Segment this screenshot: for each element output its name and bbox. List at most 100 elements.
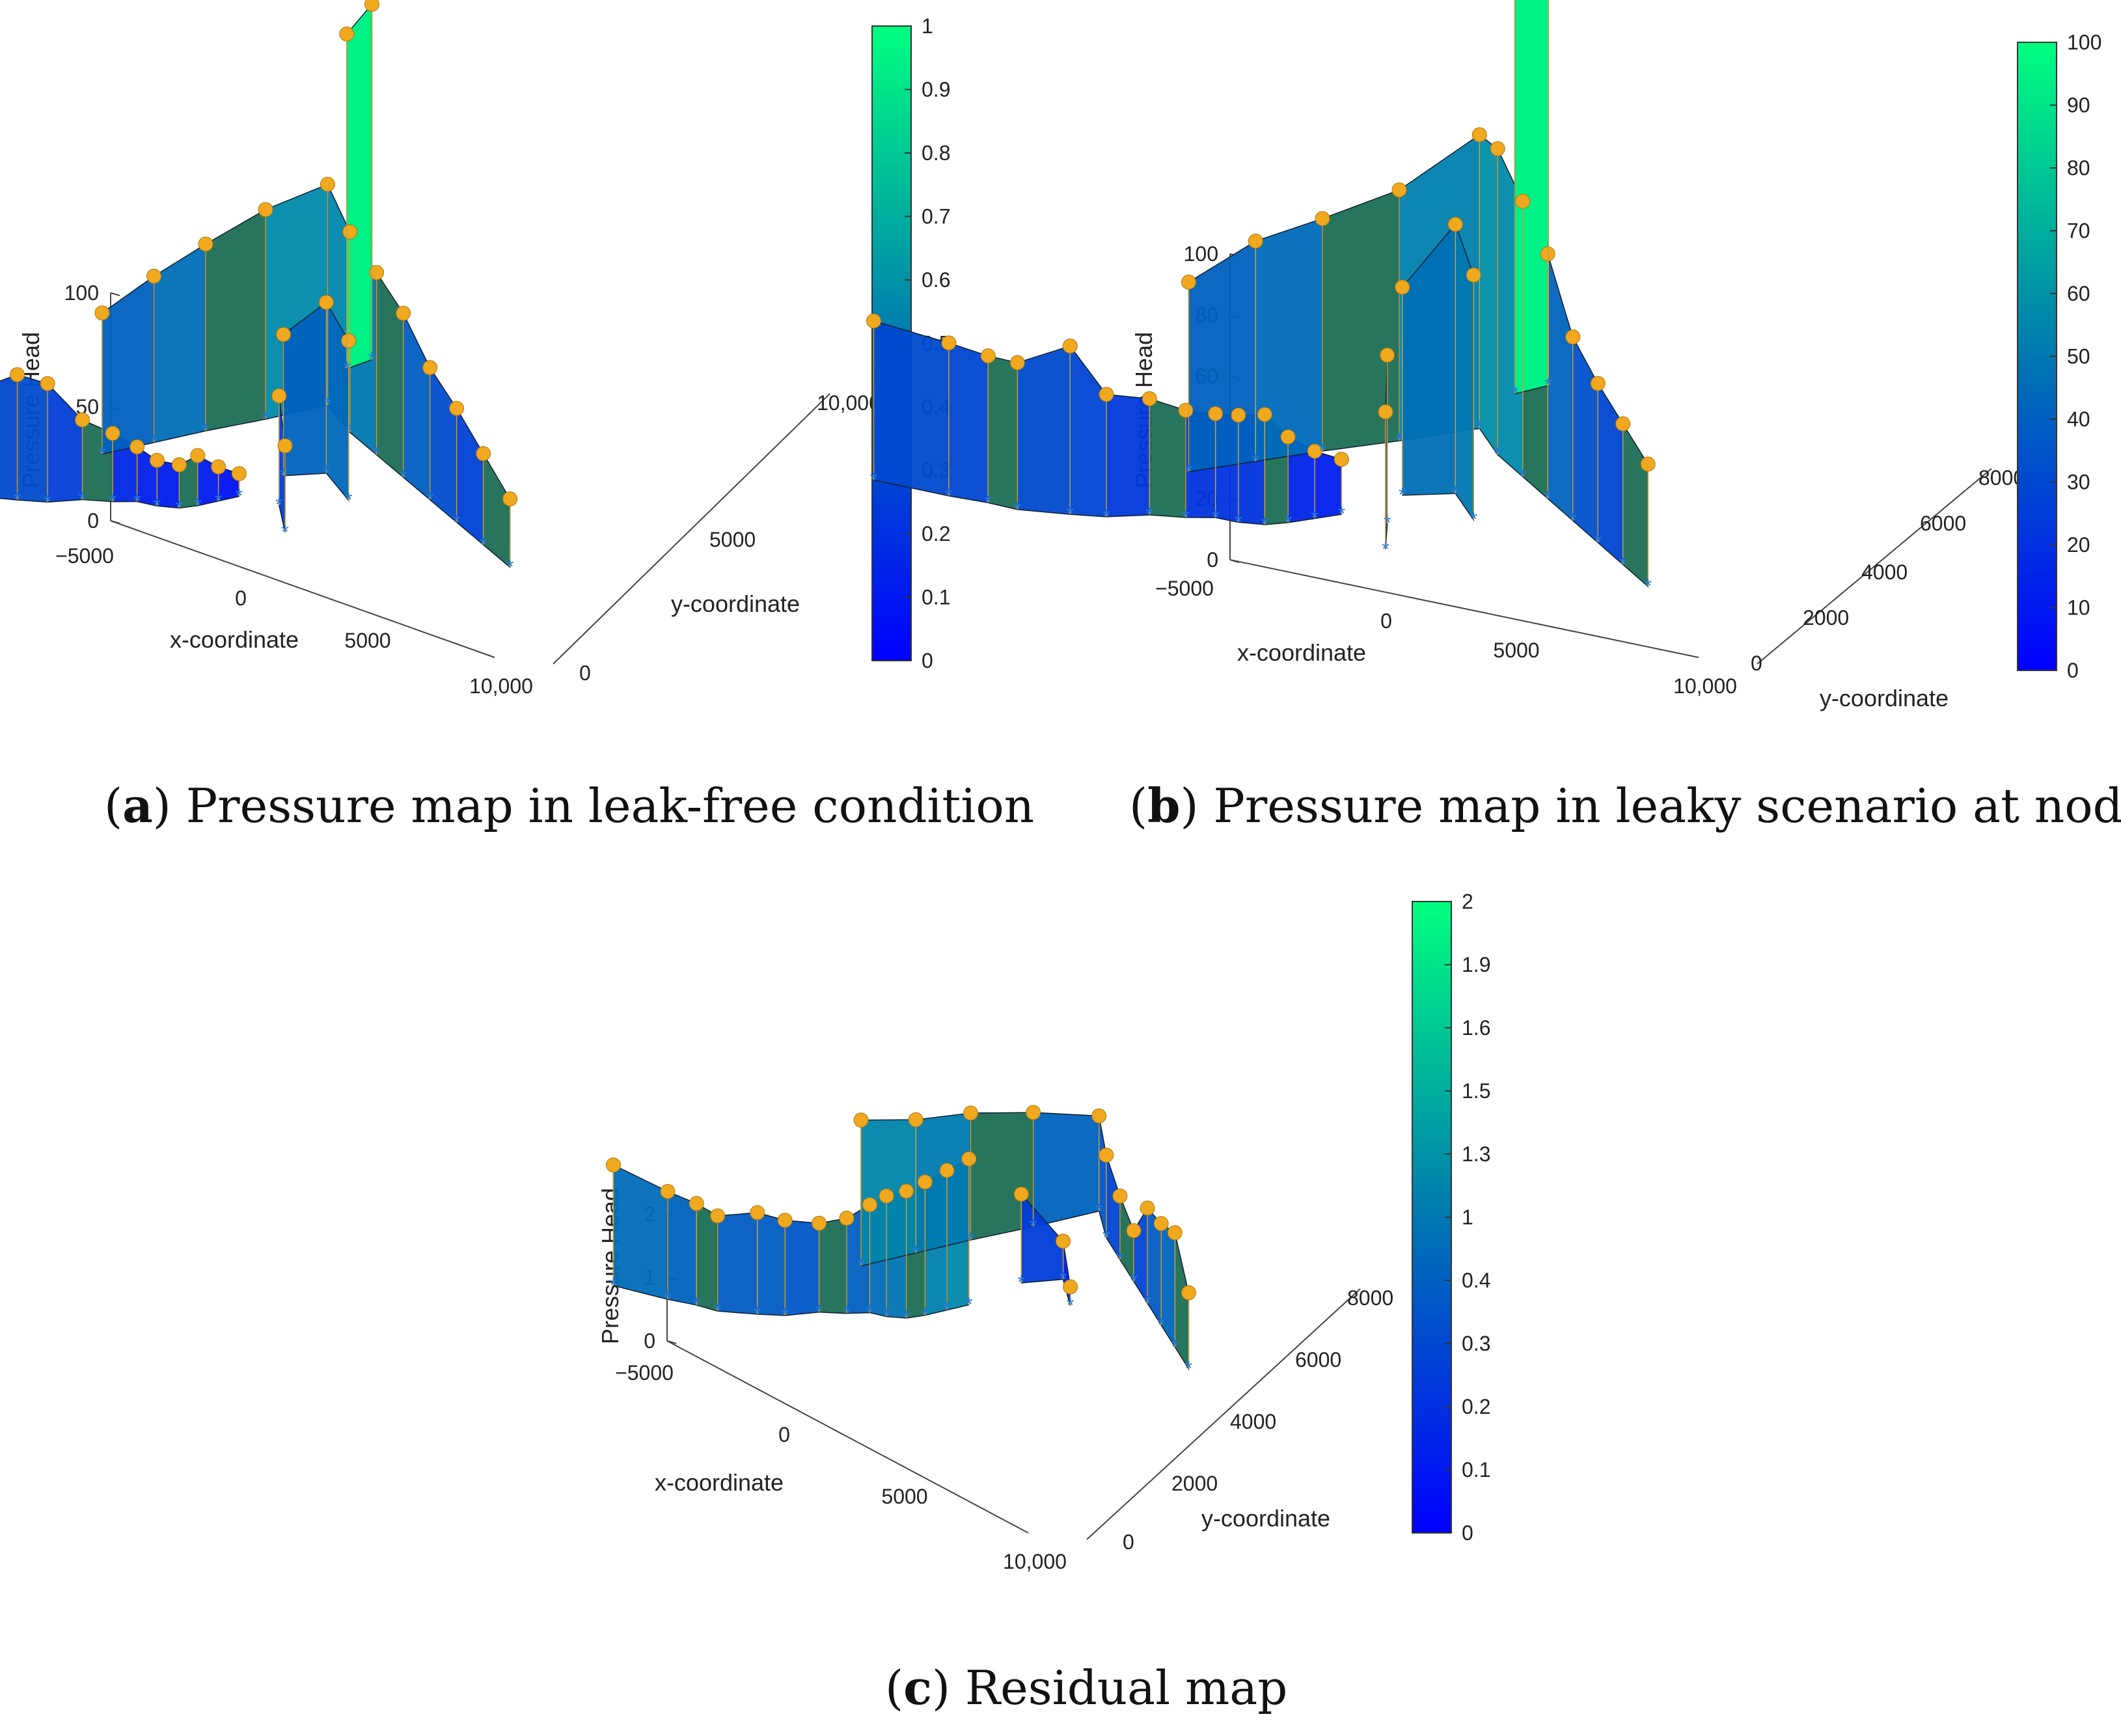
base-marker: * — [506, 556, 514, 577]
node-marker — [1062, 338, 1078, 354]
z-tick-label: 0 — [644, 1329, 655, 1353]
node-marker — [908, 1112, 924, 1127]
node-marker — [777, 1213, 793, 1228]
node-marker — [211, 459, 226, 475]
node-marker — [1280, 429, 1296, 445]
node-marker — [271, 388, 287, 404]
x-tick-label: 5000 — [344, 629, 390, 652]
node-marker — [1099, 387, 1114, 402]
base-marker: * — [1511, 383, 1519, 404]
colorbar-tick-label: 90 — [2067, 94, 2090, 117]
node-marker — [862, 1197, 877, 1213]
peak-wall — [346, 3, 373, 370]
z-tick-label: 100 — [64, 281, 99, 305]
base-marker: * — [1544, 374, 1552, 396]
base-marker: * — [1337, 503, 1345, 525]
base-marker: * — [215, 490, 223, 512]
surface-wall — [402, 312, 431, 501]
base-marker: * — [345, 489, 353, 511]
caption-b-text: ) Pressure map in leaky scenario at node… — [1180, 778, 2121, 833]
node-marker — [963, 1105, 978, 1121]
colorbar-tick-label: 0.6 — [922, 268, 950, 292]
x-tick-label: −5000 — [615, 1361, 674, 1385]
y-tick-label: 6000 — [1295, 1348, 1341, 1371]
base-marker: * — [1095, 1200, 1103, 1222]
base-marker: * — [79, 489, 87, 510]
base-marker: * — [1311, 508, 1319, 529]
base-marker: * — [368, 349, 376, 370]
x-tick-label: 0 — [1380, 609, 1392, 633]
node-marker — [341, 333, 357, 349]
colorbar-tick-label: 0.1 — [922, 586, 950, 609]
x-tick-label: 0 — [778, 1423, 790, 1446]
node-marker — [1178, 402, 1194, 418]
node-marker — [980, 348, 996, 364]
base-marker: * — [1319, 440, 1326, 462]
caption-a: (a) Pressure map in leak-free condition — [104, 778, 1035, 833]
node-marker — [941, 335, 957, 351]
node-marker — [339, 26, 355, 42]
colorbar-tick-label: 70 — [2067, 219, 2090, 243]
base-marker: * — [324, 394, 332, 416]
base-marker: * — [236, 486, 243, 507]
base-marker: * — [870, 469, 878, 491]
surface-wall — [482, 452, 511, 569]
base-marker: * — [400, 466, 407, 488]
base-marker: * — [280, 465, 288, 486]
node-marker — [1590, 376, 1606, 391]
x-axis-label: x-coordinate — [1237, 639, 1366, 666]
colorbar-tick-label: 0.7 — [922, 205, 950, 228]
base-marker: * — [153, 495, 161, 516]
z-tick-label: 100 — [1184, 242, 1218, 266]
colorbar-tick-label: 0 — [2067, 659, 2079, 682]
base-marker: * — [98, 443, 106, 465]
node-marker — [364, 0, 379, 12]
node-marker — [449, 400, 465, 416]
y-axis-label: y-coordinate — [671, 590, 800, 617]
base-marker: * — [1066, 503, 1074, 525]
colorbar-tick-label: 1.5 — [1462, 1079, 1490, 1103]
base-marker: * — [480, 534, 487, 555]
node-marker — [476, 446, 491, 462]
base-marker: * — [1284, 512, 1292, 533]
node-marker — [94, 305, 110, 321]
surface-wall — [948, 342, 989, 504]
surface-wall — [205, 208, 266, 432]
y-axis-label: y-coordinate — [1201, 1505, 1330, 1532]
node-marker — [1167, 1225, 1183, 1241]
base-marker: * — [692, 1294, 700, 1316]
x-tick-label: 5000 — [1493, 639, 1539, 662]
surface-wall — [1255, 217, 1323, 462]
node-marker — [1466, 268, 1481, 283]
colorbar-tick-label: 1.6 — [1462, 1016, 1490, 1040]
base-marker: * — [373, 444, 381, 465]
node-marker — [606, 1157, 621, 1173]
base-marker: * — [1594, 532, 1602, 553]
base-marker: * — [1235, 511, 1242, 532]
node-marker — [369, 265, 385, 281]
node-marker — [396, 305, 411, 321]
caption-a-text: ) Pressure map in leak-free condition — [152, 778, 1035, 833]
surface-wall — [0, 374, 18, 501]
base-marker: * — [426, 489, 434, 510]
surface-wall — [1017, 345, 1071, 515]
node-marker — [1026, 1105, 1041, 1120]
node-marker — [1515, 193, 1531, 209]
x-axis-line — [110, 520, 495, 658]
node-marker — [258, 202, 273, 217]
base-marker: * — [14, 489, 21, 510]
base-marker: * — [945, 485, 953, 506]
base-marker: * — [1171, 1336, 1179, 1357]
base-marker: * — [1212, 506, 1220, 528]
surface-wall — [1479, 133, 1498, 456]
base-marker: * — [903, 1307, 910, 1329]
colorbar-tick-label: 1 — [922, 14, 933, 38]
base-marker: * — [1014, 499, 1022, 520]
colorbar-tick-label: 50 — [2067, 345, 2090, 368]
caption-c-text: ) Residual map — [931, 1660, 1288, 1715]
node-marker — [1013, 1187, 1029, 1202]
base-marker: * — [176, 497, 184, 519]
base-marker: * — [1544, 488, 1552, 509]
x-axis-label: x-coordinate — [170, 626, 299, 653]
z-tick-label: 0 — [1207, 548, 1218, 572]
